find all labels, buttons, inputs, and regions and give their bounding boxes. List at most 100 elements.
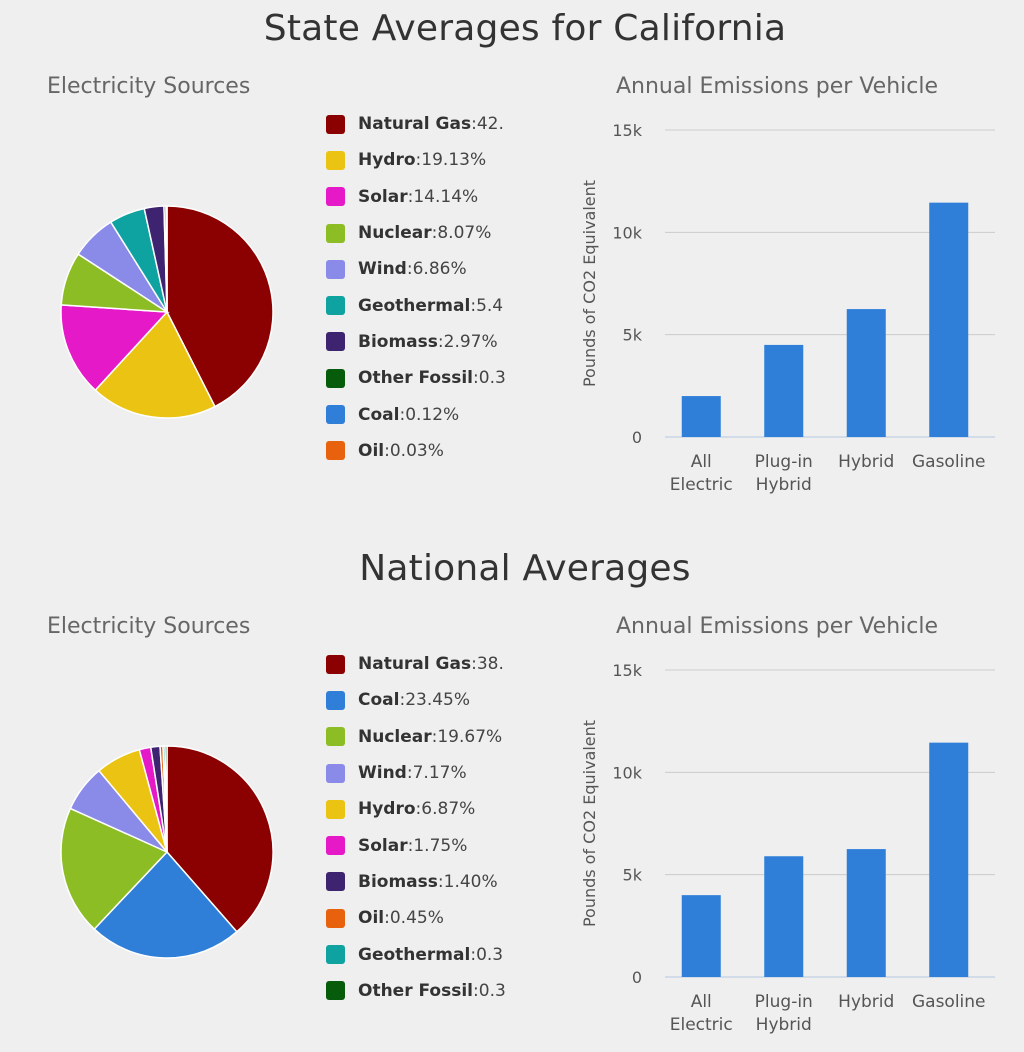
legend-value: 0.12%: [405, 404, 460, 425]
legend-item-other-fossil[interactable]: Other Fossil: 0.3: [326, 973, 516, 1009]
legend-item-geothermal[interactable]: Geothermal: 0.3: [326, 936, 516, 972]
legend-label: Solar: [358, 186, 408, 207]
legend-label: Coal: [358, 404, 400, 425]
legend-item-geothermal[interactable]: Geothermal: 5.4: [326, 287, 516, 323]
legend-label: Nuclear: [358, 726, 432, 747]
legend-label: Geothermal: [358, 944, 471, 965]
legend-value: 2.97%: [443, 331, 498, 352]
y-tick-label: 15k: [612, 661, 642, 680]
legend-label: Solar: [358, 835, 408, 856]
legend-item-solar[interactable]: Solar: 1.75%: [326, 827, 516, 863]
x-tick-label: Electric: [670, 475, 733, 495]
pie-chart-national: [60, 745, 274, 959]
legend-item-natural-gas[interactable]: Natural Gas: 38.: [326, 646, 516, 682]
legend-swatch: [326, 654, 345, 674]
y-tick-label: 10k: [612, 763, 642, 782]
legend-item-hydro[interactable]: Hydro: 6.87%: [326, 791, 516, 827]
legend-label: Biomass: [358, 331, 438, 352]
legend-item-natural-gas[interactable]: Natural Gas: 42.: [326, 106, 516, 142]
x-tick-label: Plug-in: [755, 992, 813, 1012]
bar-gasoline[interactable]: [929, 202, 969, 437]
legend-label: Hydro: [358, 799, 416, 820]
y-tick-label: 10k: [612, 223, 642, 242]
bar-all-electric[interactable]: [681, 396, 721, 437]
legend-item-oil[interactable]: Oil: 0.03%: [326, 433, 516, 469]
legend-item-wind[interactable]: Wind: 6.86%: [326, 251, 516, 287]
pie-slice-other-fossil[interactable]: [164, 745, 168, 853]
legend-item-other-fossil[interactable]: Other Fossil: 0.3: [326, 360, 516, 396]
x-tick-label: Gasoline: [912, 452, 986, 472]
y-tick-label: 5k: [623, 866, 643, 885]
legend-swatch: [326, 836, 345, 856]
bar-chart-california: Pounds of CO2 Equivalent 0 5k 10k 15k All Elec…: [580, 121, 995, 495]
bar-all-electric[interactable]: [681, 895, 721, 977]
bar-gasoline[interactable]: [929, 742, 969, 977]
pie-slice-coal[interactable]: [93, 850, 238, 959]
bar-hybrid[interactable]: [846, 849, 886, 977]
legend-item-coal[interactable]: Coal: 0.12%: [326, 396, 516, 432]
legend-label: Geothermal: [358, 295, 471, 316]
legend-value: 7.17%: [412, 763, 467, 784]
y-tick-label: 15k: [612, 121, 642, 140]
legend-swatch: [326, 368, 345, 388]
section-title-california: State Averages for California: [263, 8, 787, 49]
legend-item-nuclear[interactable]: Nuclear: 19.67%: [326, 719, 516, 755]
x-tick-label: Electric: [670, 1015, 733, 1035]
legend-value: 1.75%: [413, 835, 468, 856]
pie-slice-natural-gas[interactable]: [166, 205, 274, 408]
x-tick-label: Hybrid: [756, 1015, 812, 1035]
pie-slice-hydro[interactable]: [94, 310, 216, 419]
legend-label: Wind: [358, 259, 407, 280]
legend-swatch: [326, 114, 345, 134]
bar-plug-in-hybrid[interactable]: [764, 344, 804, 437]
legend-value: 38.: [476, 654, 504, 675]
pie-slice-solar[interactable]: [60, 304, 169, 392]
legend-item-biomass[interactable]: Biomass: 1.40%: [326, 864, 516, 900]
legend-swatch: [326, 981, 345, 1001]
legend-value: 6.86%: [412, 259, 467, 280]
legend-national: Natural Gas: 38. Coal: 23.45% Nuclear: 19.…: [326, 646, 516, 1009]
legend-label: Oil: [358, 440, 385, 461]
bar-hybrid[interactable]: [846, 309, 886, 437]
x-tick-label: Gasoline: [912, 992, 986, 1012]
pie-slice-nuclear[interactable]: [60, 807, 169, 931]
legend-value: 19.13%: [421, 150, 487, 171]
legend-label: Nuclear: [358, 223, 432, 244]
legend-swatch: [326, 690, 345, 710]
bar-plug-in-hybrid[interactable]: [764, 856, 804, 977]
legend-value: 0.3: [476, 944, 504, 965]
section-title-national: National Averages: [359, 548, 691, 589]
legend-value: 23.45%: [405, 690, 471, 711]
legend-swatch: [326, 187, 345, 207]
legend-label: Natural Gas: [358, 654, 472, 675]
x-tick-label: Plug-in: [755, 452, 813, 472]
legend-item-solar[interactable]: Solar: 14.14%: [326, 179, 516, 215]
legend-value: 19.67%: [437, 726, 503, 747]
y-tick-label: 5k: [623, 326, 643, 345]
y-tick-label: 0: [632, 428, 642, 447]
x-tick-label: All: [691, 992, 712, 1012]
x-tick-label: Hybrid: [838, 452, 894, 472]
legend-item-wind[interactable]: Wind: 7.17%: [326, 755, 516, 791]
legend-item-hydro[interactable]: Hydro: 19.13%: [326, 142, 516, 178]
x-tick-label: All: [691, 452, 712, 472]
legend-value: 6.87%: [421, 799, 476, 820]
legend-label: Biomass: [358, 871, 438, 892]
bar-title-california: Annual Emissions per Vehicle: [616, 74, 939, 99]
legend-swatch: [326, 872, 345, 892]
legend-value: 1.40%: [443, 871, 498, 892]
legend-value: 0.45%: [389, 908, 444, 929]
x-tick-label: Hybrid: [838, 992, 894, 1012]
legend-item-coal[interactable]: Coal: 23.45%: [326, 682, 516, 718]
legend-value: 0.3: [478, 980, 506, 1001]
legend-swatch: [326, 763, 345, 783]
legend-item-nuclear[interactable]: Nuclear: 8.07%: [326, 215, 516, 251]
legend-value: 5.4: [476, 295, 504, 316]
legend-item-oil[interactable]: Oil: 0.45%: [326, 900, 516, 936]
legend-item-biomass[interactable]: Biomass: 2.97%: [326, 324, 516, 360]
legend-swatch: [326, 332, 345, 352]
legend-swatch: [326, 296, 345, 316]
legend-value: 0.3: [478, 368, 506, 389]
legend-label: Other Fossil: [358, 980, 474, 1001]
pie-slice-natural-gas[interactable]: [166, 745, 274, 933]
